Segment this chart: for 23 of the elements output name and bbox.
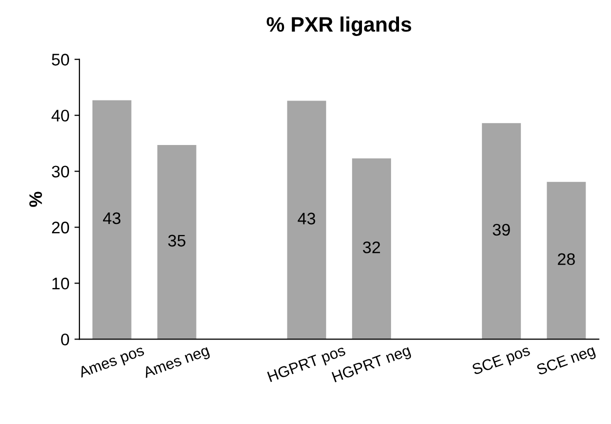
x-tick-label: Ames pos	[78, 344, 146, 381]
y-tick-label: 40	[52, 110, 70, 122]
y-tick-label: 10	[52, 278, 70, 290]
bar	[482, 123, 521, 340]
y-tick-label: 0	[61, 334, 70, 346]
chart-title: % PXR ligands	[266, 16, 412, 36]
y-tick-label: 20	[52, 222, 70, 234]
y-tick-label: 50	[52, 54, 70, 66]
data-label: 39	[492, 224, 510, 236]
data-label: 43	[298, 212, 316, 224]
bar	[92, 100, 132, 340]
y-tick-label: 30	[52, 166, 70, 178]
x-tick-label: SCE pos	[471, 344, 532, 378]
y-axis-title: %	[29, 192, 42, 207]
bar	[546, 182, 586, 340]
data-label: 28	[558, 253, 575, 266]
bar	[352, 158, 392, 340]
bar	[157, 144, 196, 340]
data-label: 32	[362, 241, 380, 254]
bar	[287, 100, 326, 340]
data-label: 43	[103, 212, 120, 224]
x-tick-label: SCE neg	[536, 344, 597, 378]
data-label: 35	[168, 234, 186, 247]
